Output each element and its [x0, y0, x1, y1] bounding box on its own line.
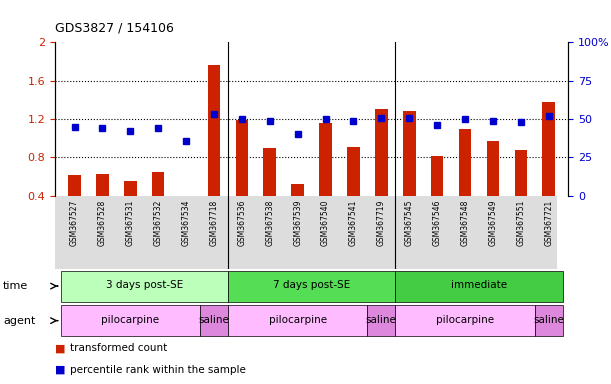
Text: GSM367548: GSM367548 — [461, 200, 469, 246]
Bar — [124, 182, 137, 196]
Bar — [200, 305, 228, 336]
Text: GSM367540: GSM367540 — [321, 200, 330, 246]
Text: ■: ■ — [55, 343, 69, 354]
Bar — [459, 129, 471, 196]
Text: GSM367551: GSM367551 — [516, 200, 525, 246]
Bar — [228, 305, 367, 336]
Bar — [60, 305, 200, 336]
Text: immediate: immediate — [451, 280, 507, 290]
Bar — [208, 65, 220, 196]
Bar — [347, 147, 360, 196]
Bar — [431, 156, 444, 196]
Text: GSM367545: GSM367545 — [404, 200, 414, 246]
Bar — [375, 109, 387, 196]
Bar — [291, 184, 304, 196]
Bar — [514, 150, 527, 196]
Text: ■: ■ — [55, 364, 69, 375]
Text: GSM367539: GSM367539 — [293, 200, 302, 246]
Text: GSM367528: GSM367528 — [98, 200, 107, 246]
Text: saline: saline — [366, 315, 397, 325]
Bar — [96, 174, 109, 196]
Text: saline: saline — [199, 315, 229, 325]
Text: GSM367546: GSM367546 — [433, 200, 442, 246]
Text: GSM367534: GSM367534 — [181, 200, 191, 246]
Text: GSM367549: GSM367549 — [488, 200, 497, 246]
Text: agent: agent — [3, 316, 35, 326]
Text: pilocarpine: pilocarpine — [436, 315, 494, 325]
Text: GDS3827 / 154106: GDS3827 / 154106 — [55, 22, 174, 35]
Bar — [60, 271, 228, 302]
Text: GSM367538: GSM367538 — [265, 200, 274, 246]
Bar — [263, 148, 276, 196]
Bar — [486, 141, 499, 196]
Text: percentile rank within the sample: percentile rank within the sample — [70, 364, 246, 375]
Text: GSM367541: GSM367541 — [349, 200, 358, 246]
Bar — [68, 175, 81, 196]
Bar — [403, 111, 415, 196]
Bar — [395, 271, 563, 302]
Bar — [395, 305, 535, 336]
Bar — [180, 196, 192, 227]
Text: saline: saline — [533, 315, 564, 325]
Bar — [320, 123, 332, 196]
Text: pilocarpine: pilocarpine — [269, 315, 327, 325]
Text: GSM367719: GSM367719 — [377, 200, 386, 246]
Bar — [543, 102, 555, 196]
Bar — [535, 305, 563, 336]
Text: GSM367527: GSM367527 — [70, 200, 79, 246]
Bar — [228, 271, 395, 302]
Bar — [152, 172, 164, 196]
Bar — [367, 305, 395, 336]
Text: transformed count: transformed count — [70, 343, 167, 354]
Text: GSM367531: GSM367531 — [126, 200, 135, 246]
Text: pilocarpine: pilocarpine — [101, 315, 159, 325]
Text: time: time — [3, 281, 28, 291]
Text: GSM367532: GSM367532 — [154, 200, 163, 246]
Text: GSM367536: GSM367536 — [238, 200, 246, 246]
Text: GSM367718: GSM367718 — [210, 200, 219, 246]
Text: GSM367721: GSM367721 — [544, 200, 553, 246]
Text: 7 days post-SE: 7 days post-SE — [273, 280, 350, 290]
Bar — [236, 120, 248, 196]
Text: 3 days post-SE: 3 days post-SE — [106, 280, 183, 290]
